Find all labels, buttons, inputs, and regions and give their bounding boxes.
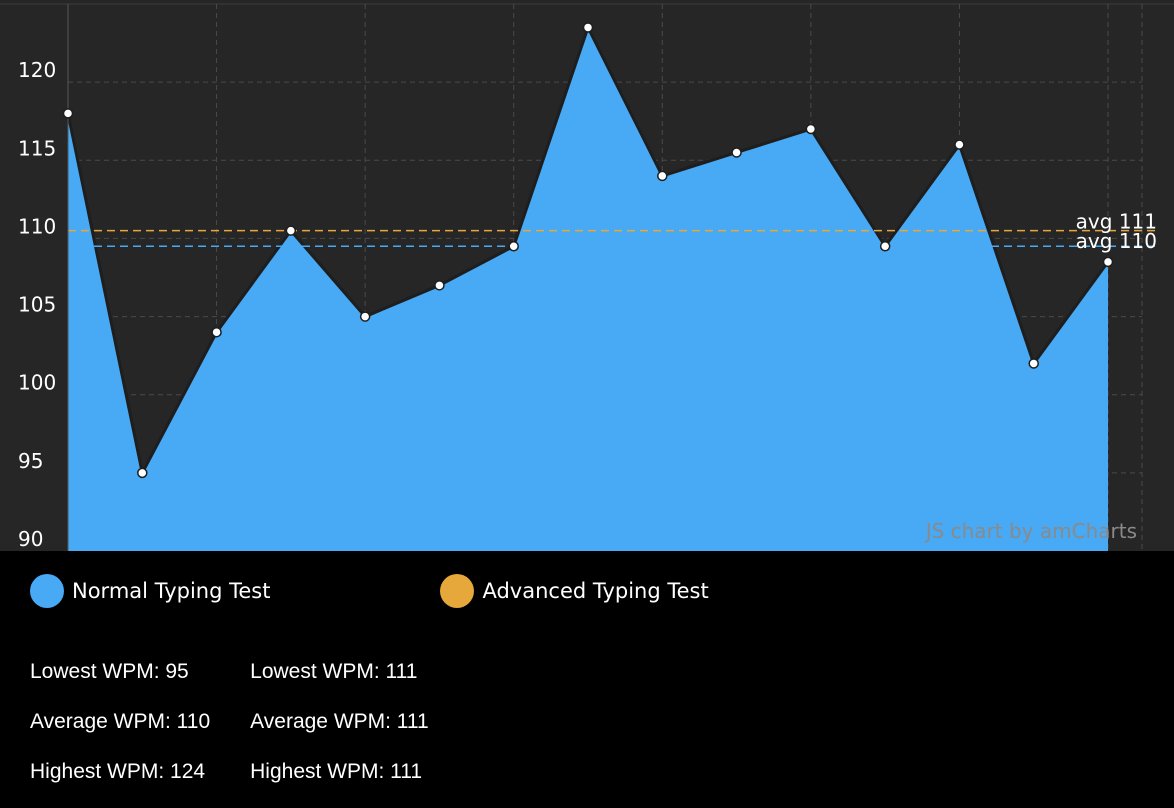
legend-label: Normal Typing Test xyxy=(72,579,271,603)
legend-item-advanced[interactable]: Advanced Typing Test xyxy=(440,574,709,608)
y-tick-label: 100 xyxy=(18,371,56,395)
legend-marker-icon xyxy=(30,574,64,608)
average-guide-label: avg 111 xyxy=(1076,210,1157,234)
data-point xyxy=(879,240,891,252)
normal-stats: Lowest WPM: 95 Average WPM: 110 Highest … xyxy=(30,658,210,808)
data-point xyxy=(359,311,371,322)
y-tick-label: 90 xyxy=(18,527,43,551)
normal-lowest-wpm: Lowest WPM: 95 xyxy=(30,660,189,683)
data-point xyxy=(731,147,742,158)
data-point xyxy=(211,326,222,338)
amcharts-credit-link[interactable]: JS chart by amCharts xyxy=(924,519,1137,543)
series-area-fill xyxy=(68,27,1108,551)
advanced-highest-wpm: Highest WPM: 111 xyxy=(250,760,423,783)
y-tick-label: 120 xyxy=(18,58,56,82)
data-point xyxy=(508,240,519,252)
data-point xyxy=(285,225,297,236)
data-point xyxy=(582,22,594,33)
normal-highest-wpm: Highest WPM: 124 xyxy=(30,760,206,783)
data-point xyxy=(954,139,965,150)
data-point xyxy=(657,170,668,182)
advanced-stats: Lowest WPM: 111 Average WPM: 111 Highest… xyxy=(250,658,429,808)
y-tick-label: 110 xyxy=(18,214,56,238)
legend: Normal Typing Test Advanced Typing Test xyxy=(30,574,709,608)
data-point xyxy=(1028,358,1039,369)
y-tick-label: 105 xyxy=(18,293,56,317)
legend-item-normal[interactable]: Normal Typing Test xyxy=(30,574,270,608)
wpm-stats: Lowest WPM: 95 Average WPM: 110 Highest … xyxy=(30,658,429,808)
series-area xyxy=(66,25,1110,551)
y-tick-label: 115 xyxy=(18,136,56,160)
legend-label: Advanced Typing Test xyxy=(482,579,709,603)
normal-average-wpm: Average WPM: 110 xyxy=(30,710,211,733)
data-point xyxy=(1102,256,1114,268)
advanced-average-wpm: Average WPM: 111 xyxy=(250,710,429,733)
data-points xyxy=(62,22,1114,479)
average-guide-label: avg 110 xyxy=(1076,229,1157,253)
data-point xyxy=(137,467,148,479)
legend-marker-icon xyxy=(440,574,475,608)
y-axis: 90 95 100 105 110 115 120 xyxy=(18,4,69,551)
data-point xyxy=(434,280,445,291)
data-point xyxy=(805,123,817,135)
y-tick-label: 95 xyxy=(18,449,43,473)
data-point xyxy=(62,108,74,119)
chart-area: avg 111 avg 110 90 95 100 105 110 115 120 JS ch… xyxy=(0,0,1174,551)
advanced-lowest-wpm: Lowest WPM: 111 xyxy=(250,660,418,683)
